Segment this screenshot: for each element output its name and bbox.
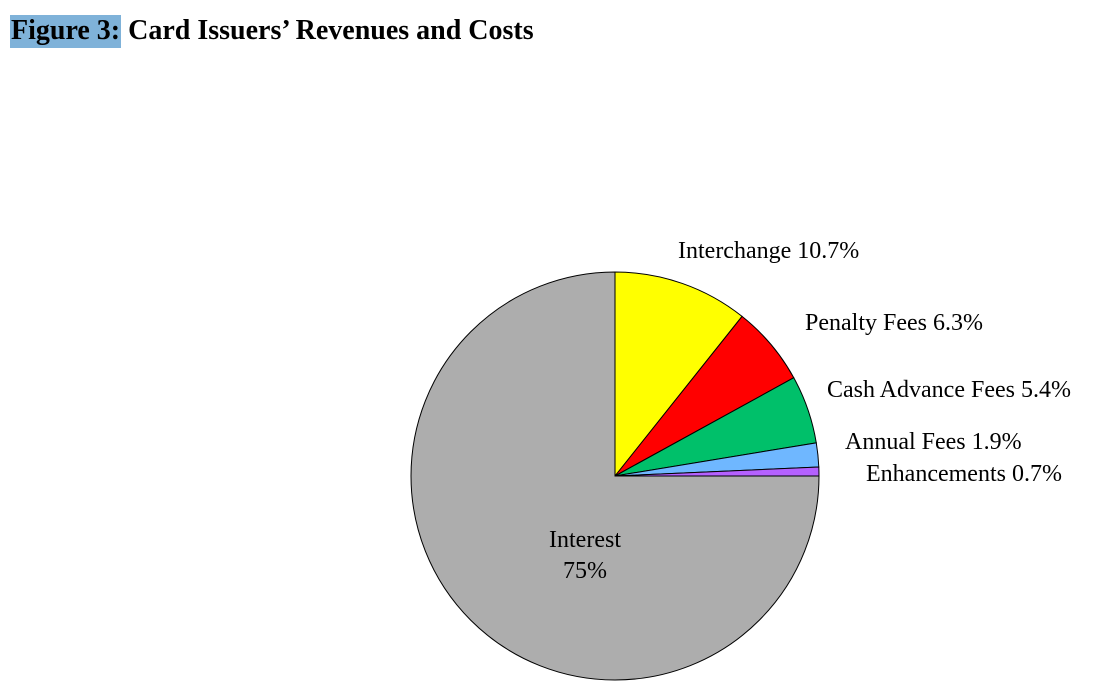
pie-slice-interest — [410, 271, 820, 681]
slice-label-cash-advance-fees: Cash Advance Fees 5.4% — [827, 377, 1071, 403]
pie-slice-interchange — [614, 271, 743, 478]
pie-labels: Interchange 10.7% Penalty Fees 6.3% Cash A… — [549, 238, 1071, 584]
slice-label-interest: Interest 75% — [549, 527, 621, 584]
pie-slices — [410, 271, 820, 681]
figure-title: Figure 3: Card Issuers’ Revenues and Cos… — [10, 14, 534, 48]
slice-label-annual-fees: Annual Fees 1.9% — [845, 429, 1022, 455]
slice-label-enhancements: Enhancements 0.7% — [866, 461, 1062, 487]
figure-title-text: Card Issuers’ Revenues and Costs — [128, 15, 534, 46]
figure-number: Figure 3: — [10, 15, 122, 48]
slice-label-penalty-fees: Penalty Fees 6.3% — [805, 310, 983, 336]
slice-label-interchange: Interchange 10.7% — [678, 238, 859, 264]
